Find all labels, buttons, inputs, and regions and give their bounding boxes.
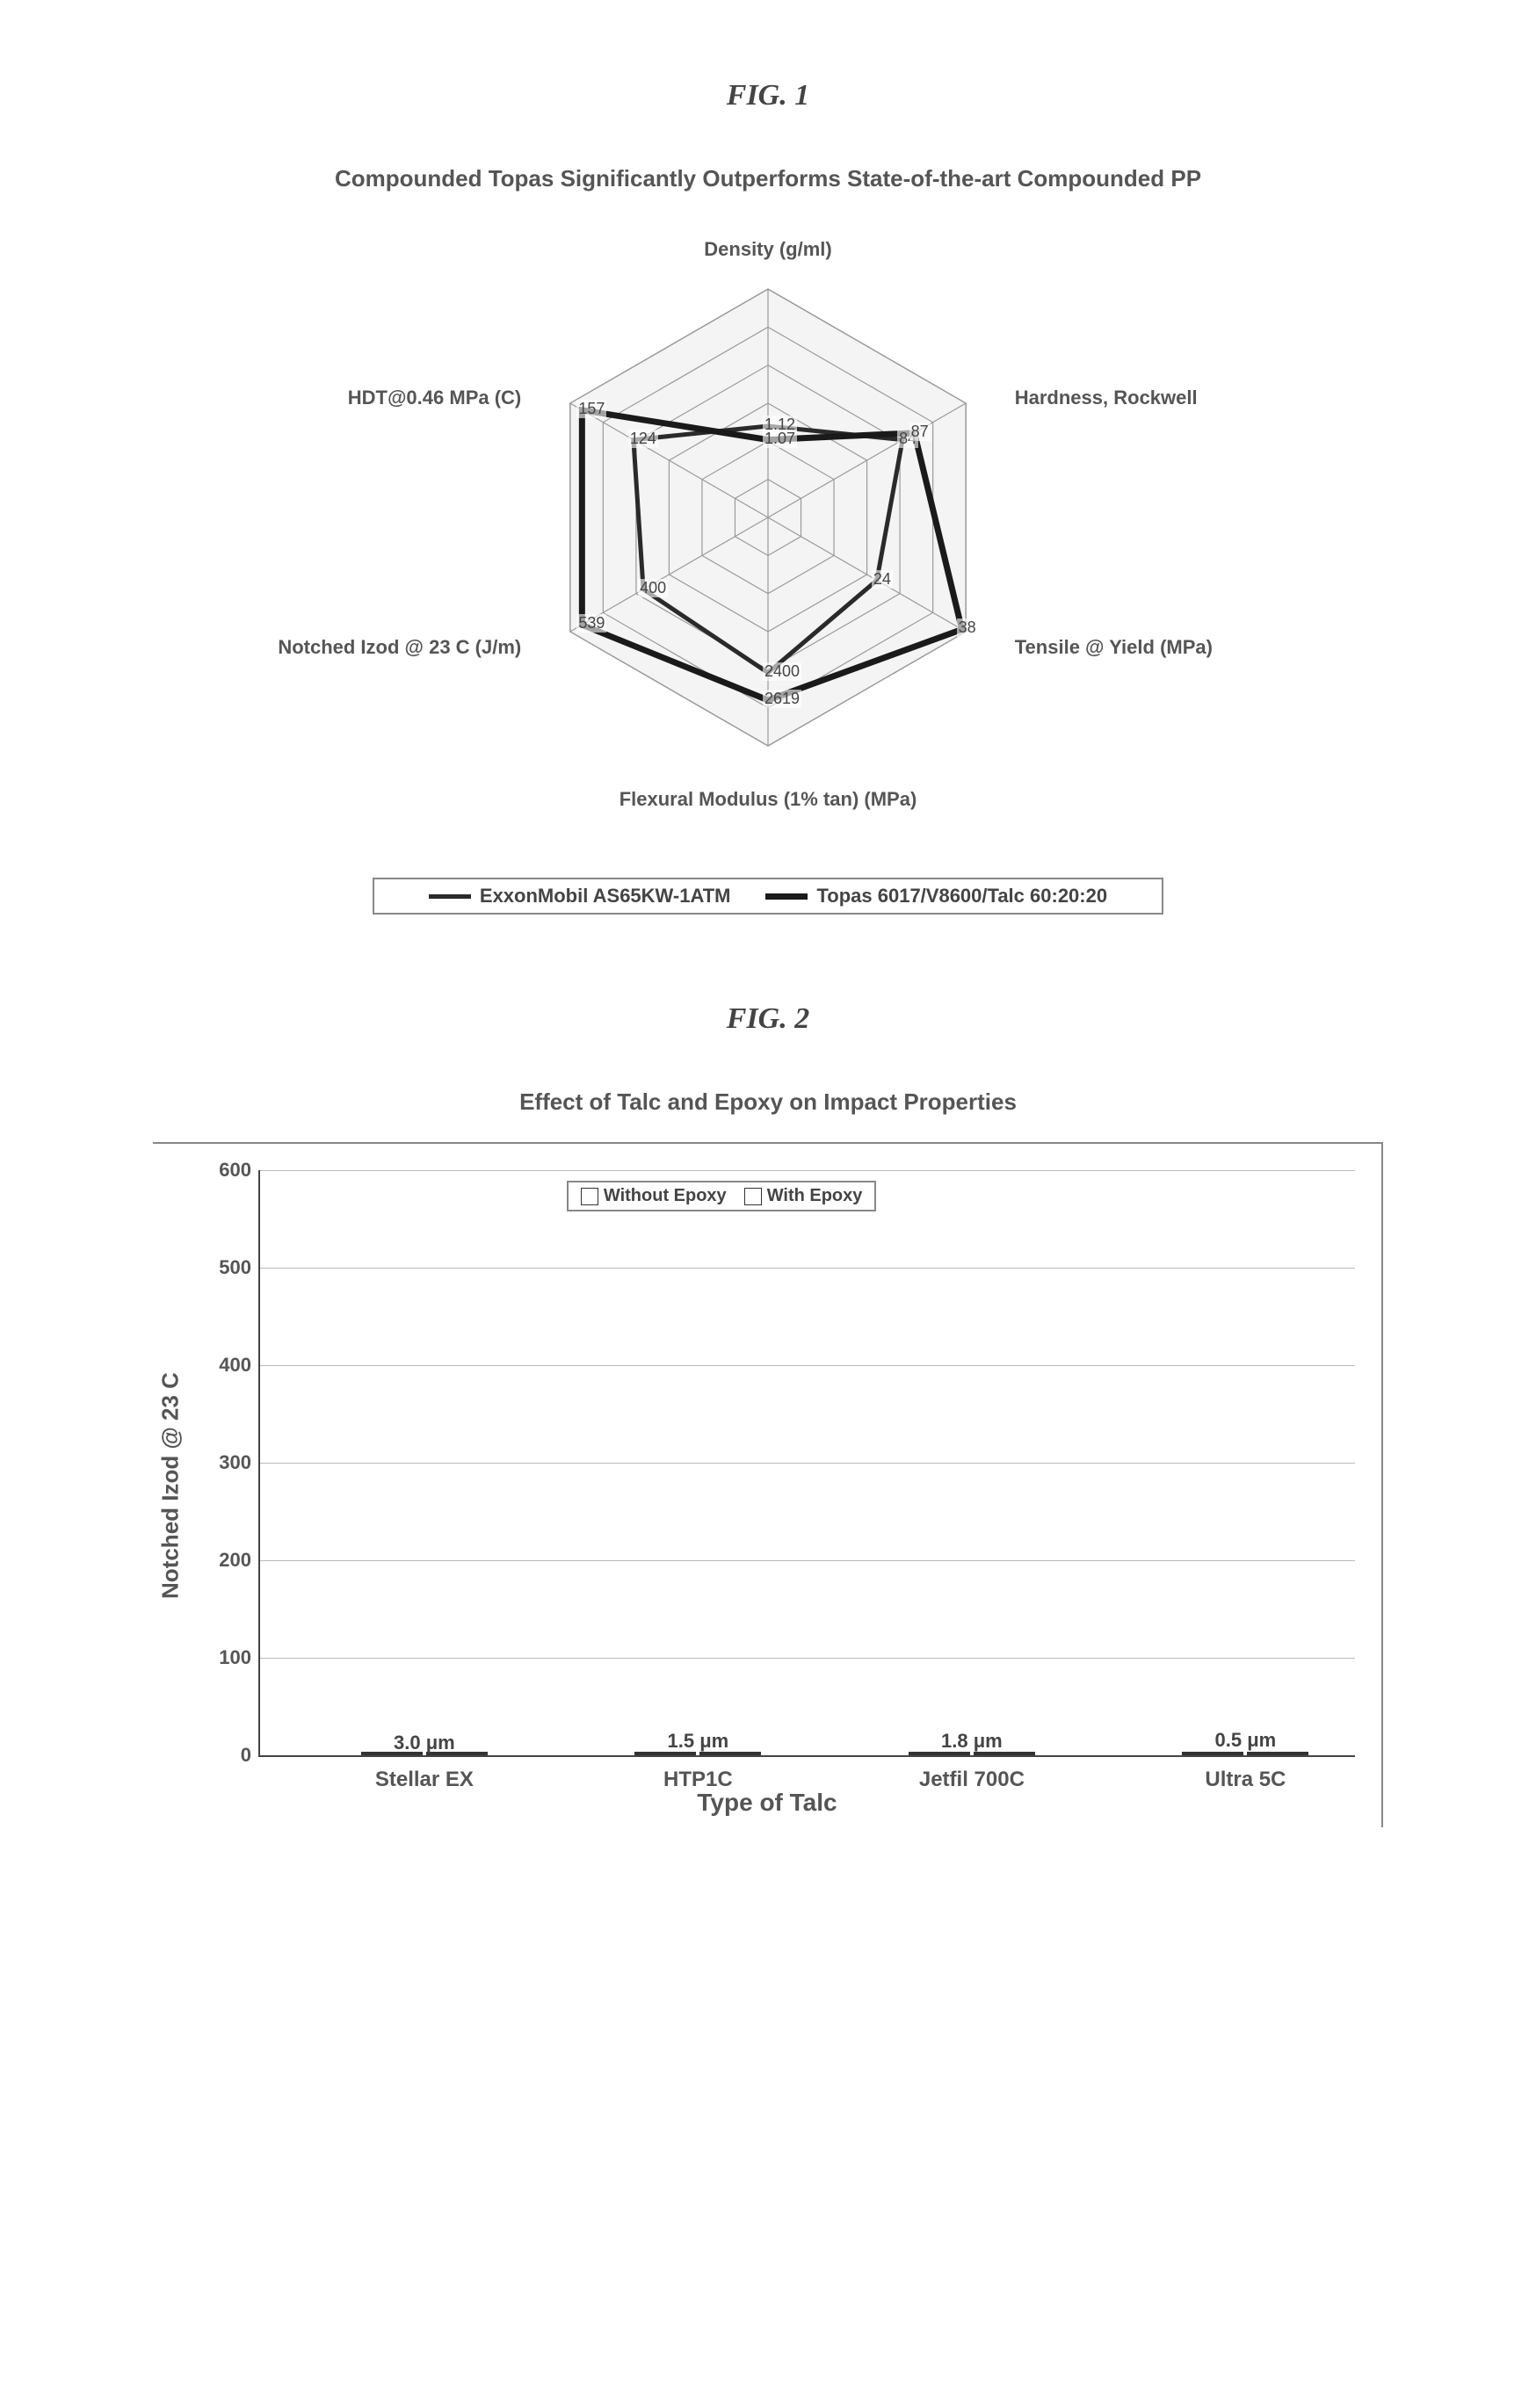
y-tick-label: 100 [199,1646,251,1669]
radar-value-label: 157 [576,400,606,418]
radar-chart: Density (g/ml) Hardness, Rockwell Tensile … [285,219,1251,851]
radar-axis-label: Notched Izod @ 23 C (J/m) [278,636,521,659]
figure-1-title: Compounded Topas Significantly Outperfor… [105,165,1431,192]
bar-group: Jetfil 700C1.8 μm [851,1752,1092,1755]
radar-value-label: 124 [628,430,658,448]
radar-value-label: 2400 [763,662,801,681]
legend-item-with: With Epoxy [744,1186,863,1206]
radar-axis-label: Density (g/ml) [704,238,831,261]
y-tick-label: 500 [199,1256,251,1279]
x-tick-label: Stellar EX [375,1768,474,1792]
gridline [260,1365,1355,1366]
gridline [260,1170,1355,1171]
bar-group: Stellar EX3.0 μm [304,1752,545,1755]
y-tick-label: 0 [199,1744,251,1767]
gridline [260,1268,1355,1269]
radar-axis-label: Tensile @ Yield (MPa) [1015,636,1213,659]
bar-annotation: 1.8 μm [941,1730,1003,1753]
legend-label: ExxonMobil AS65KW-1ATM [480,885,731,908]
bar-annotation: 3.0 μm [394,1732,455,1754]
radar-svg [452,219,1084,816]
radar-value-label: 539 [576,614,606,633]
gridline [260,1560,1355,1561]
radar-value-label: 38 [957,618,978,637]
bar-group: HTP1C1.5 μm [577,1752,818,1755]
radar-axis-label: HDT@0.46 MPa (C) [348,387,521,409]
legend-item-without: Without Epoxy [581,1186,727,1206]
x-tick-label: Ultra 5C [1205,1768,1286,1792]
bar-chart: Notched Izod @ 23 C Without Epoxy With E… [153,1142,1383,1827]
radar-value-label: 87 [909,423,931,441]
figure-2-title: Effect of Talc and Epoxy on Impact Prope… [105,1088,1431,1116]
figure-1-label: FIG. 1 [105,79,1431,112]
bar-legend: Without Epoxy With Epoxy [567,1181,877,1211]
plot-area: Without Epoxy With Epoxy Stellar EX3.0 μ… [258,1170,1355,1757]
radar-legend: ExxonMobil AS65KW-1ATM Topas 6017/V8600/… [373,878,1163,915]
y-tick-label: 200 [199,1549,251,1572]
radar-value-label: 2619 [763,690,801,708]
bar-group: Ultra 5C0.5 μm [1125,1752,1366,1755]
bar [1247,1752,1308,1755]
y-tick-label: 300 [199,1451,251,1474]
legend-item-1: ExxonMobil AS65KW-1ATM [429,885,731,908]
figure-2-label: FIG. 2 [105,1002,1431,1036]
bar-annotation: 0.5 μm [1215,1729,1277,1752]
y-tick-label: 400 [199,1354,251,1377]
legend-item-2: Topas 6017/V8600/Talc 60:20:20 [765,885,1107,908]
y-tick-label: 600 [199,1159,251,1182]
bar-annotation: 1.5 μm [668,1730,729,1753]
radar-value-label: 1.07 [763,430,797,448]
bar [1182,1752,1243,1755]
legend-swatch [765,893,808,900]
radar-value-label: 24 [872,570,893,589]
x-axis-label: Type of Talc [697,1789,837,1817]
gridline [260,1463,1355,1464]
radar-axis-label: Flexural Modulus (1% tan) (MPa) [619,788,917,811]
y-axis-label: Notched Izod @ 23 C [157,1372,185,1599]
radar-value-label: 400 [638,579,668,597]
x-tick-label: Jetfil 700C [919,1768,1025,1792]
legend-swatch [429,894,471,899]
legend-label: Topas 6017/V8600/Talc 60:20:20 [816,885,1107,908]
gridline [260,1658,1355,1659]
radar-axis-label: Hardness, Rockwell [1015,387,1198,409]
